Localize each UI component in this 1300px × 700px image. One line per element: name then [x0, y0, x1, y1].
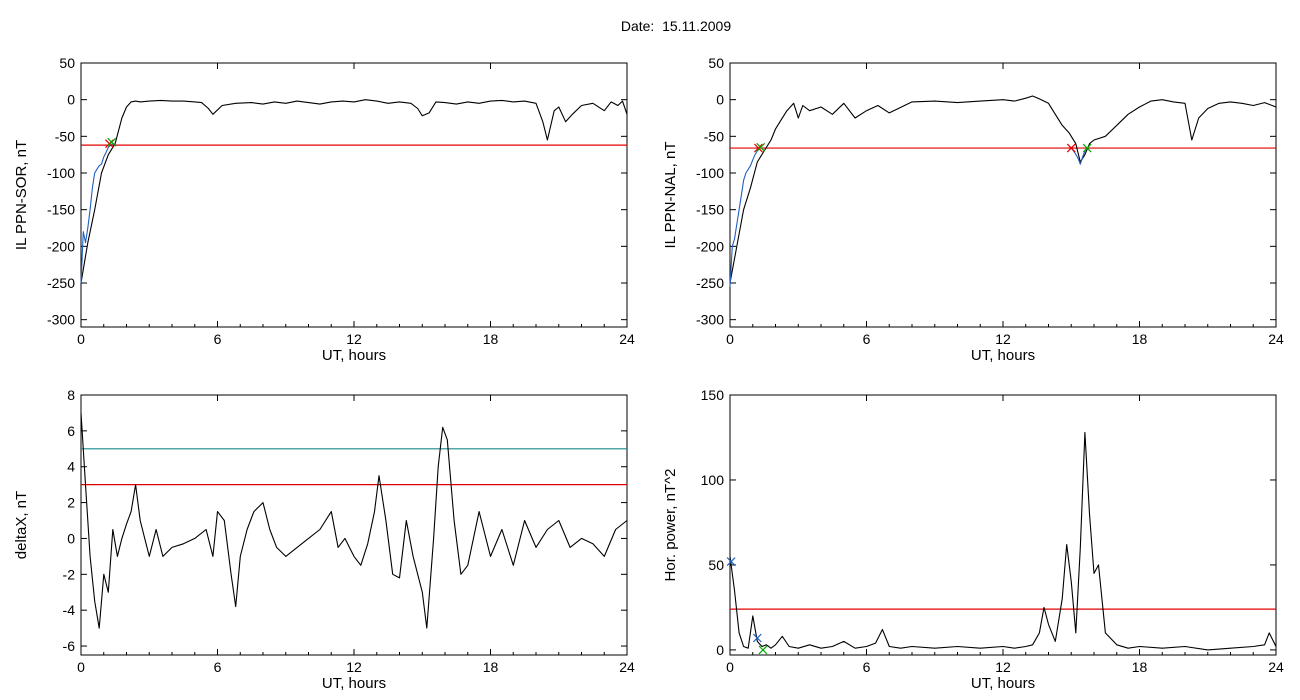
y-tick-label: -4 — [63, 602, 76, 618]
y-tick-label: -100 — [696, 165, 724, 181]
x-tick-label: 18 — [1132, 331, 1148, 347]
y-tick-label: -2 — [63, 566, 76, 582]
y-tick-label: 150 — [701, 387, 725, 403]
y-tick-label: 0 — [67, 530, 75, 546]
y-tick-label: -200 — [696, 238, 724, 254]
y-tick-label: -200 — [47, 238, 75, 254]
y-tick-label: 6 — [67, 423, 75, 439]
x-marker — [1082, 143, 1092, 153]
y-axis-title: Hor. power, nT^2 — [662, 469, 679, 582]
y-tick-label: 0 — [67, 92, 75, 108]
x-tick-label: 18 — [483, 331, 499, 347]
panel-hor-power: 0 6 12 18 24 150 100 50 0 UT, hours Hor. power, nT… — [662, 387, 1284, 692]
x-axis-title: UT, hours — [322, 347, 386, 364]
y-axis-title: IL PPN-NAL, nT — [662, 142, 679, 249]
x-tick-label: 0 — [726, 659, 734, 675]
x-tick-label: 6 — [863, 659, 871, 675]
x-tick-label: 18 — [483, 659, 499, 675]
panel-il-ppn-sor: 0 6 12 18 24 50 0 -50 -100 -150 -200 -250 -300 UT, ho… — [13, 55, 635, 364]
series-line — [729, 431, 1277, 651]
x-tick-label: 6 — [214, 331, 222, 347]
x-tick-label: 0 — [77, 331, 85, 347]
y-tick-label: 4 — [67, 459, 75, 475]
series-line — [729, 95, 1277, 284]
y-tick-label: -50 — [55, 128, 75, 144]
plot-frame — [80, 62, 628, 328]
x-tick-label: 0 — [726, 331, 734, 347]
x-marker — [1066, 143, 1076, 153]
series-line — [729, 147, 761, 287]
plot-frame — [729, 394, 1277, 656]
x-tick-label: 12 — [995, 659, 1011, 675]
panel-deltax: 0 6 12 18 24 8 6 4 2 0 -2 -4 -6 UT, hours deltaX, nT — [13, 387, 635, 692]
x-tick-label: 6 — [863, 331, 871, 347]
x-axis-title: UT, hours — [971, 675, 1035, 692]
x-marker — [726, 557, 736, 566]
x-tick-label: 24 — [1268, 659, 1284, 675]
y-tick-label: -300 — [696, 312, 724, 328]
x-tick-label: 18 — [1132, 659, 1148, 675]
x-tick-label: 24 — [619, 331, 635, 347]
y-tick-label: -150 — [47, 202, 75, 218]
x-marker — [758, 645, 768, 655]
y-axis-title: IL PPN-SOR, nT — [13, 140, 30, 250]
x-tick-label: 12 — [346, 331, 362, 347]
y-tick-label: 100 — [701, 472, 725, 488]
y-tick-label: -250 — [47, 275, 75, 291]
y-tick-label: 8 — [67, 387, 75, 403]
x-tick-label: 0 — [77, 659, 85, 675]
x-axis-title: UT, hours — [971, 347, 1035, 364]
y-tick-label: 50 — [59, 55, 75, 71]
y-tick-label: 50 — [708, 557, 724, 573]
y-tick-label: 50 — [708, 55, 724, 71]
y-tick-label: -300 — [47, 312, 75, 328]
x-tick-label: 24 — [1268, 331, 1284, 347]
y-tick-label: 2 — [67, 495, 75, 511]
y-tick-label: -100 — [47, 165, 75, 181]
series-line — [80, 99, 628, 284]
y-axis-title: deltaX, nT — [13, 491, 30, 559]
plot-frame — [80, 394, 628, 656]
x-axis-title: UT, hours — [322, 675, 386, 692]
y-tick-label: -50 — [704, 128, 724, 144]
y-tick-label: -150 — [696, 202, 724, 218]
x-tick-label: 12 — [346, 659, 362, 675]
y-tick-label: 0 — [716, 642, 724, 658]
x-tick-label: 24 — [619, 659, 635, 675]
x-tick-label: 12 — [995, 331, 1011, 347]
y-tick-label: -250 — [696, 275, 724, 291]
panel-il-ppn-nal: 0 6 12 18 24 50 0 -50 -100 -150 -200 -250 -300 UT, ho… — [662, 55, 1284, 364]
series-line — [80, 143, 114, 284]
x-marker — [754, 143, 763, 153]
x-marker — [756, 142, 766, 152]
x-marker — [107, 137, 117, 147]
figure-title: Date: 15.11.2009 — [620, 18, 732, 34]
y-tick-label: 0 — [716, 92, 724, 108]
x-tick-label: 6 — [214, 659, 222, 675]
series-line — [80, 412, 628, 629]
y-tick-label: -6 — [63, 638, 76, 654]
x-marker — [752, 633, 762, 643]
plot-frame — [729, 62, 1277, 328]
